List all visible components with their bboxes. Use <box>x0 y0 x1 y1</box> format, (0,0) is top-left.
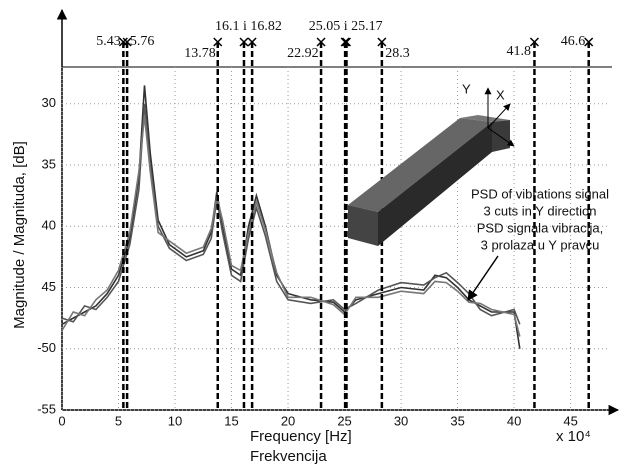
x-tick-label: 5 <box>115 413 122 428</box>
x-tick-label: 10 <box>168 413 182 428</box>
y-axis-label: Magnitude / Magnituda, [dB] <box>11 141 28 329</box>
axis-x-symbol: X <box>496 87 505 102</box>
x-multiplier: x 10⁴ <box>556 428 591 445</box>
cut-label: 5.76 <box>130 34 155 49</box>
y-tick-label: -50 <box>37 340 56 355</box>
x-tick-label: 45 <box>563 413 577 428</box>
x-tick-label: 15 <box>224 413 238 428</box>
cut-label: 16.1 i 16.82 <box>215 19 282 34</box>
y-tick-label: 40 <box>42 218 56 233</box>
axis-y-symbol: Y <box>462 81 471 96</box>
y-tick-label: 35 <box>42 156 56 171</box>
x-tick-label: 25 <box>337 413 351 428</box>
annotation-line: 3 prolaza u Y pravcu <box>481 237 600 252</box>
cut-label: 25.05 i 25.17 <box>309 19 383 34</box>
y-tick-label: -55 <box>37 401 56 416</box>
y-tick-label: 30 <box>42 95 56 110</box>
annotation-line: PSD signala vibracija, <box>477 220 603 235</box>
x-tick-label: 40 <box>507 413 521 428</box>
cut-label: 22.92 <box>287 46 319 61</box>
x-axis-label-2: Frekvencija <box>250 448 327 465</box>
annotation: PSD of vibrations signal 3 cuts in Y dir… <box>468 186 609 300</box>
annotation-line: PSD of vibrations signal <box>471 186 609 201</box>
x-tick-label: 35 <box>450 413 464 428</box>
cut-label: 46.6 <box>561 34 586 49</box>
annotation-line: 3 cuts in Y direction <box>484 203 597 218</box>
x-axis-label: Frequency [Hz] <box>250 428 352 445</box>
x-tick-label: 20 <box>281 413 295 428</box>
cut-label: 5.43 <box>96 34 121 49</box>
x-tick-label: 0 <box>58 413 65 428</box>
cut-label: 28.3 <box>385 46 410 61</box>
cut-label: 13.78 <box>184 46 216 61</box>
y-tick-label: 45 <box>42 279 56 294</box>
chart: 5.43 5.76 13.78 16.1 i 16.82 22.92 25.05 i 25… <box>0 0 625 466</box>
x-tick-label: 30 <box>394 413 408 428</box>
cut-label: 41.8 <box>507 44 532 59</box>
